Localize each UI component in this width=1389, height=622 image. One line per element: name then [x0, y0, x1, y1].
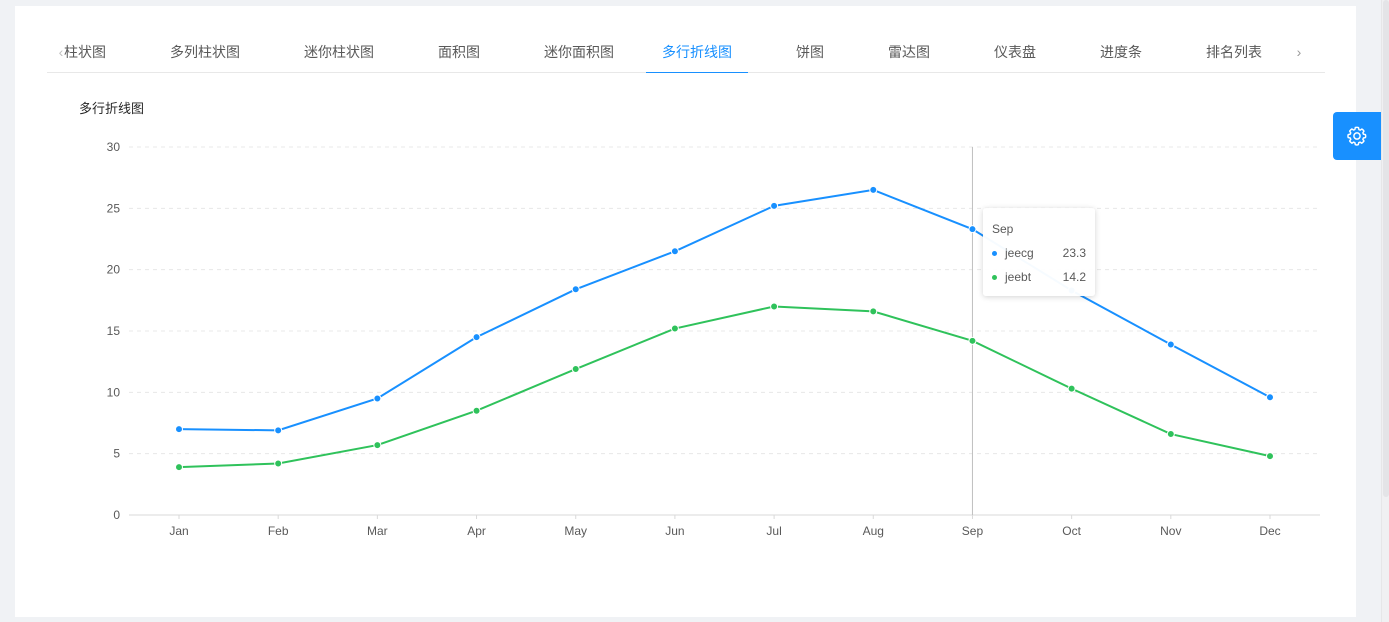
data-point — [869, 307, 878, 316]
tab-4[interactable]: 迷你面积图 — [544, 44, 614, 60]
tooltip-series-name: jeecg — [1005, 246, 1034, 260]
tab-1[interactable]: 多列柱状图 — [170, 44, 240, 60]
series-dot-icon — [992, 275, 997, 280]
data-point — [1166, 340, 1175, 349]
series-line-jeebt — [178, 305, 1271, 469]
data-point — [770, 302, 779, 311]
x-tick-label: Mar — [367, 524, 388, 538]
data-point — [869, 185, 878, 194]
x-tick-label: May — [564, 524, 587, 538]
tab-7[interactable]: 雷达图 — [888, 44, 930, 60]
y-tick-label: 0 — [113, 508, 120, 522]
data-point — [1067, 384, 1076, 393]
tooltip-title: Sep — [992, 222, 1014, 236]
data-point — [1266, 393, 1274, 402]
tab-6[interactable]: 饼图 — [796, 44, 824, 60]
series-line-jeecg — [178, 188, 1271, 432]
data-point — [472, 333, 481, 342]
data-point — [670, 324, 679, 333]
data-point — [968, 225, 977, 234]
settings-button[interactable] — [1333, 112, 1381, 160]
data-point — [571, 285, 580, 294]
data-point — [373, 394, 382, 403]
y-tick-label: 15 — [107, 324, 121, 338]
tooltip-row-jeecg: jeecg 23.3 — [992, 245, 1086, 261]
data-point — [175, 425, 183, 434]
x-tick-label: Sep — [962, 524, 984, 538]
tab-3[interactable]: 面积图 — [438, 44, 480, 60]
series-dot-icon — [992, 251, 997, 256]
data-point — [770, 201, 779, 210]
x-tick-label: Jul — [766, 524, 781, 538]
data-point — [670, 247, 679, 256]
x-tick-label: Jan — [169, 524, 188, 538]
page-scrollbar[interactable] — [1381, 0, 1389, 622]
scrollbar-thumb[interactable] — [1383, 0, 1389, 497]
x-tick-label: Dec — [1259, 524, 1280, 538]
y-tick-label: 25 — [107, 201, 121, 215]
data-point — [274, 459, 283, 468]
tooltip-series-value: 23.3 — [1062, 246, 1086, 260]
chart-title: 多行折线图 — [79, 101, 145, 116]
x-tick-label: Aug — [863, 524, 884, 538]
chart-type-tabs: ‹ 柱状图 多列柱状图 迷你柱状图 面积图 迷你面积图 多行折线图 饼图 雷达图 仪表盘 进度条 排… — [47, 32, 1325, 73]
tooltip-row-jeebt: jeebt 14.2 — [992, 269, 1086, 285]
x-tick-label: Apr — [467, 524, 486, 538]
data-point — [373, 441, 382, 450]
tab-5[interactable]: 多行折线图 — [646, 32, 748, 73]
tab-0[interactable]: 柱状图 — [64, 44, 106, 60]
x-tick-label: Feb — [268, 524, 289, 538]
data-point — [175, 463, 183, 472]
tabs-next-arrow-icon[interactable]: › — [1296, 44, 1302, 60]
tabs-scroll-area: 柱状图 多列柱状图 迷你柱状图 面积图 迷你面积图 多行折线图 饼图 雷达图 仪表盘 进度条 排名列… — [47, 32, 1297, 73]
tooltip-series-value: 14.2 — [1062, 270, 1086, 284]
data-point — [472, 406, 481, 415]
y-tick-label: 20 — [107, 263, 121, 277]
tabs-prev-arrow-icon[interactable]: ‹ — [58, 44, 64, 60]
x-tick-label: Oct — [1062, 524, 1081, 538]
tab-2[interactable]: 迷你柱状图 — [304, 44, 374, 60]
data-point — [968, 336, 977, 345]
tab-9[interactable]: 进度条 — [1100, 44, 1142, 60]
data-point — [1266, 452, 1274, 461]
x-tick-label: Nov — [1160, 524, 1181, 538]
tab-10[interactable]: 排名列表 — [1206, 44, 1262, 60]
data-point — [1166, 430, 1175, 439]
y-tick-label: 30 — [107, 140, 121, 154]
y-tick-label: 5 — [113, 447, 120, 461]
x-tick-label: Jun — [665, 524, 684, 538]
tab-8[interactable]: 仪表盘 — [994, 44, 1036, 60]
chart-tooltip: Sep jeecg 23.3 jeebt 14.2 — [983, 208, 1095, 296]
data-point — [571, 365, 580, 374]
data-point — [274, 426, 283, 435]
tooltip-series-name: jeebt — [1005, 270, 1032, 284]
gear-icon — [1347, 126, 1367, 146]
y-tick-label: 10 — [107, 385, 121, 399]
